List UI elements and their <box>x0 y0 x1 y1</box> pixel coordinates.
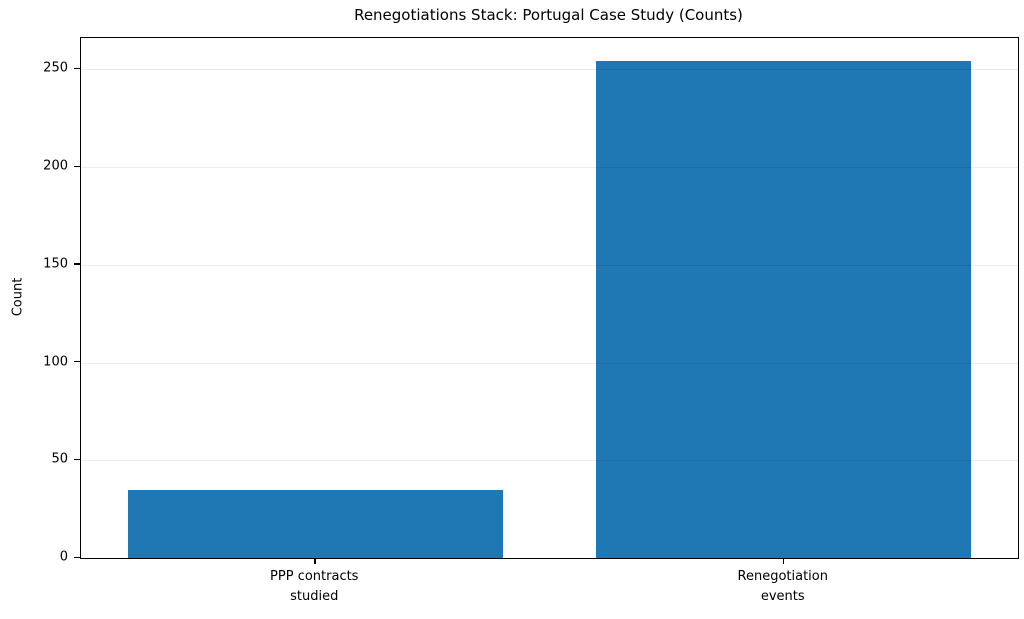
y-tick-label: 150 <box>43 256 68 272</box>
plot-area <box>80 37 1019 559</box>
gridline <box>81 264 1018 266</box>
chart-title: Renegotiations Stack: Portugal Case Stud… <box>354 6 743 24</box>
y-tick-label: 100 <box>43 354 68 369</box>
bar <box>596 61 972 558</box>
y-tick-mark <box>74 361 80 363</box>
y-axis-label: Count <box>10 277 26 317</box>
y-tick-mark <box>74 263 80 265</box>
x-tick-label: Renegotiation events <box>737 569 828 604</box>
y-tick-label: 200 <box>43 158 68 174</box>
gridline <box>81 460 1018 462</box>
y-tick-label: 250 <box>43 60 68 76</box>
gridline <box>81 69 1018 71</box>
y-tick-label: 0 <box>59 549 68 565</box>
gridline <box>81 167 1018 169</box>
y-tick-mark <box>74 458 80 461</box>
x-tick-mark <box>782 558 785 564</box>
bar <box>127 489 503 558</box>
x-tick-label: PPP contracts studied <box>270 569 359 604</box>
y-tick-mark <box>74 67 80 70</box>
y-tick-mark <box>74 165 80 167</box>
gridline <box>81 362 1018 364</box>
y-tick-mark <box>74 556 80 558</box>
y-tick-label: 50 <box>51 451 68 467</box>
x-tick-mark <box>314 558 316 564</box>
